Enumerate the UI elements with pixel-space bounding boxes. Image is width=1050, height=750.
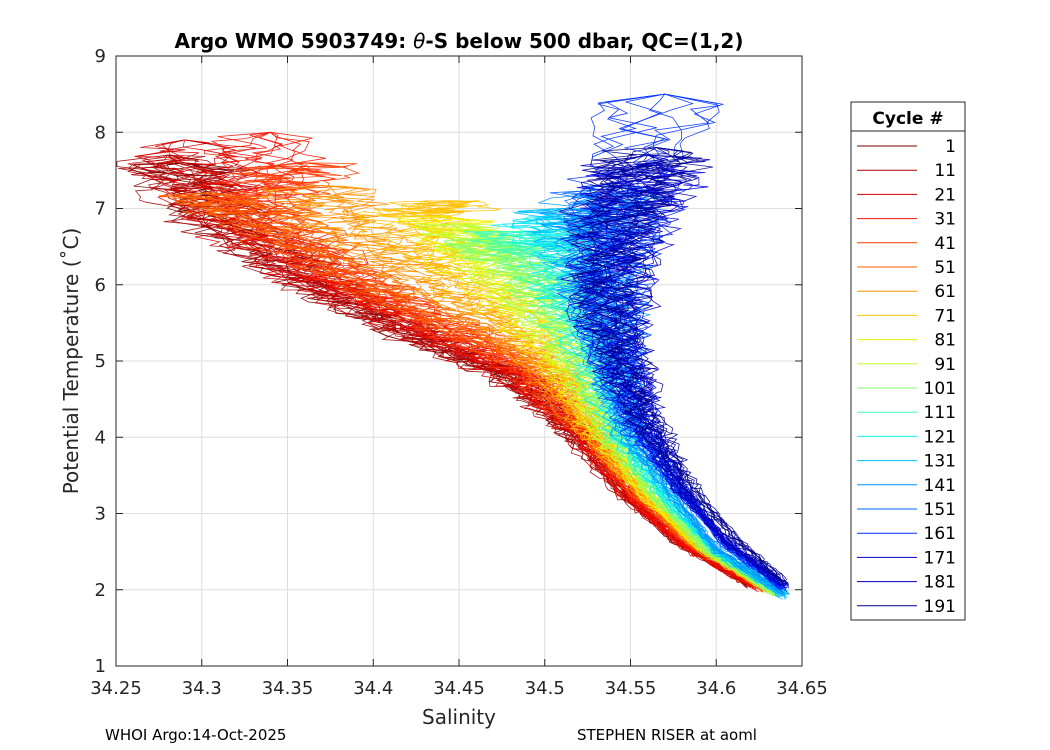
series-line-51 bbox=[159, 192, 764, 592]
legend-label-21: 21 bbox=[934, 185, 956, 205]
y-axis-label: Potential Temperature (˚C) bbox=[59, 228, 83, 495]
x-axis-label: Salinity bbox=[422, 705, 496, 729]
legend-label-161: 161 bbox=[924, 524, 956, 544]
legend-label-111: 111 bbox=[924, 403, 956, 423]
y-tick-label: 2 bbox=[95, 580, 106, 601]
y-tick-label: 9 bbox=[95, 46, 106, 67]
legend-label-91: 91 bbox=[934, 355, 956, 375]
y-tick-label: 6 bbox=[95, 275, 106, 296]
series-line-181 bbox=[573, 154, 782, 587]
legend-title: Cycle # bbox=[872, 109, 943, 129]
legend-label-31: 31 bbox=[934, 210, 956, 230]
legend-label-11: 11 bbox=[934, 161, 956, 181]
legend-label-41: 41 bbox=[934, 234, 956, 254]
series-line-191 bbox=[558, 147, 780, 584]
series-line-111 bbox=[468, 231, 782, 593]
series-line-191 bbox=[613, 147, 790, 585]
y-tick-label: 3 bbox=[95, 504, 106, 525]
legend-label-141: 141 bbox=[924, 476, 956, 496]
legend-items: 1112131415161718191101111121131141151161… bbox=[857, 137, 956, 617]
chart-title: Argo WMO 5903749: θ-S below 500 dbar, QC… bbox=[175, 29, 744, 53]
x-tick-label: 34.6 bbox=[696, 678, 736, 699]
series-line-111 bbox=[463, 231, 781, 594]
legend-label-191: 191 bbox=[924, 597, 956, 617]
y-tick-label: 4 bbox=[95, 427, 106, 448]
series-line-131 bbox=[513, 208, 783, 598]
x-tick-label: 34.35 bbox=[262, 678, 314, 699]
legend-label-171: 171 bbox=[924, 548, 956, 568]
series-line-181 bbox=[560, 154, 782, 588]
series-line-191 bbox=[620, 147, 788, 581]
y-ticks: 1 2 3 4 5 6 7 8 9 bbox=[95, 46, 802, 677]
x-tick-label: 34.55 bbox=[605, 678, 657, 699]
series-group bbox=[116, 93, 790, 600]
series-line-171 bbox=[620, 162, 787, 586]
footer-source: WHOI Argo:14-Oct-2025 bbox=[105, 726, 287, 744]
legend-label-131: 131 bbox=[924, 452, 956, 472]
title-theta-symbol: θ bbox=[413, 29, 425, 53]
x-tick-label: 34.4 bbox=[353, 678, 393, 699]
footer-credit: STEPHEN RISER at aoml bbox=[577, 726, 757, 744]
x-tick-label: 34.45 bbox=[433, 678, 485, 699]
legend: Cycle # 11121314151617181911011111211311… bbox=[850, 101, 966, 621]
series-line-181 bbox=[597, 154, 786, 588]
legend-label-121: 121 bbox=[924, 427, 956, 447]
x-tick-label: 34.5 bbox=[525, 678, 565, 699]
y-tick-label: 7 bbox=[95, 199, 106, 220]
x-tick-label: 34.3 bbox=[182, 678, 222, 699]
series-line-181 bbox=[616, 154, 789, 587]
legend-label-151: 151 bbox=[924, 500, 956, 520]
legend-label-61: 61 bbox=[934, 282, 956, 302]
legend-label-81: 81 bbox=[934, 331, 956, 351]
y-tick-label: 5 bbox=[95, 351, 106, 372]
legend-label-181: 181 bbox=[924, 573, 956, 593]
x-tick-label: 34.65 bbox=[776, 678, 828, 699]
legend-label-1: 1 bbox=[945, 137, 956, 157]
y-tick-label: 1 bbox=[95, 656, 106, 677]
series-line-101 bbox=[445, 238, 775, 592]
series-line-141 bbox=[551, 192, 781, 593]
series-line-101 bbox=[451, 238, 773, 597]
y-tick-label: 8 bbox=[95, 122, 106, 143]
title-prefix: Argo WMO 5903749: bbox=[175, 29, 414, 53]
legend-label-71: 71 bbox=[934, 306, 956, 326]
series-line-191 bbox=[575, 147, 782, 583]
legend-label-101: 101 bbox=[924, 379, 956, 399]
x-tick-label: 34.25 bbox=[90, 678, 142, 699]
x-ticks: 34.25 34.3 34.35 34.4 34.45 34.5 34.55 34.6 34.6… bbox=[90, 56, 828, 699]
legend-label-51: 51 bbox=[934, 258, 956, 278]
title-suffix: -S below 500 dbar, QC=(1,2) bbox=[425, 29, 743, 53]
